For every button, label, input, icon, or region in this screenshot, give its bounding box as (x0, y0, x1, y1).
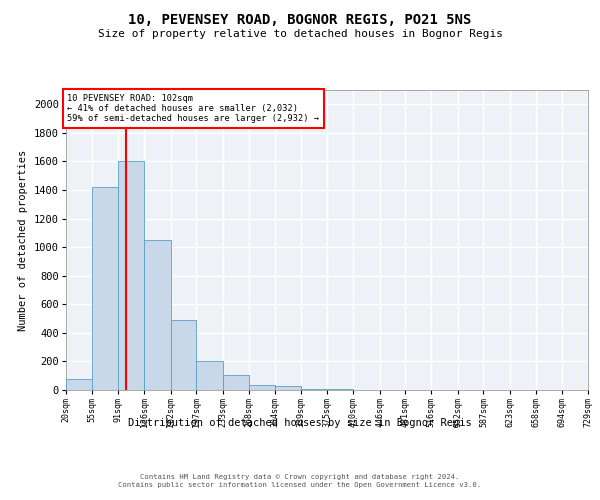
Bar (223, 375, 248, 390)
Text: Distribution of detached houses by size in Bognor Regis: Distribution of detached houses by size … (128, 418, 472, 428)
Bar (66, 378, 92, 390)
Bar (301, 388, 328, 390)
Text: 10, PEVENSEY ROAD, BOGNOR REGIS, PO21 5NS: 10, PEVENSEY ROAD, BOGNOR REGIS, PO21 5N… (128, 12, 472, 26)
Bar (118, 162, 144, 390)
Text: Size of property relative to detached houses in Bognor Regis: Size of property relative to detached ho… (97, 29, 503, 39)
Text: 10 PEVENSEY ROAD: 102sqm
← 41% of detached houses are smaller (2,032)
59% of sem: 10 PEVENSEY ROAD: 102sqm ← 41% of detach… (67, 94, 319, 124)
Bar (248, 385, 275, 390)
Bar (196, 360, 223, 390)
Bar (275, 386, 301, 390)
Bar (92, 187, 118, 390)
Bar (144, 240, 170, 390)
Bar (170, 320, 196, 390)
Text: Contains HM Land Registry data © Crown copyright and database right 2024.
Contai: Contains HM Land Registry data © Crown c… (118, 474, 482, 488)
Y-axis label: Number of detached properties: Number of detached properties (19, 150, 29, 330)
